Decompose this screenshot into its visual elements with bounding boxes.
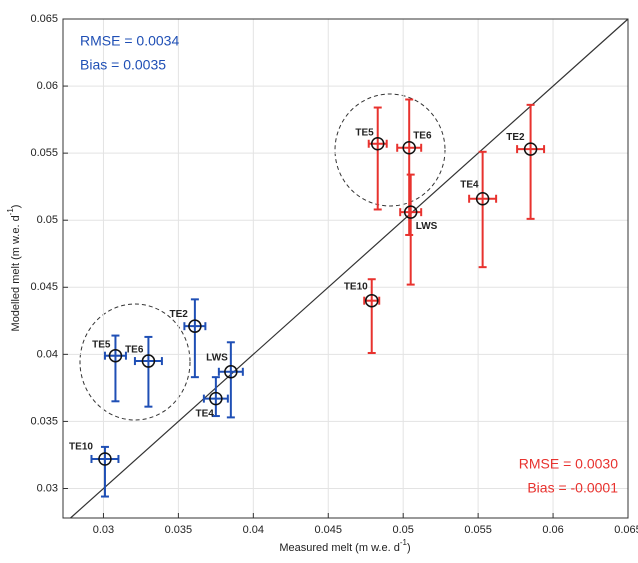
y-tick-label: 0.055 xyxy=(30,147,58,159)
point-label: TE4 xyxy=(196,408,215,419)
y-tick-label: 0.045 xyxy=(30,281,58,293)
y-tick-label: 0.035 xyxy=(30,415,58,427)
x-axis-label: Measured melt (m w.e. d-1) xyxy=(279,538,410,554)
point xyxy=(475,191,490,206)
x-tick-label: 0.04 xyxy=(243,524,264,536)
x-tick-label: 0.045 xyxy=(314,524,342,536)
point-label: LWS xyxy=(416,221,438,232)
point-label: TE5 xyxy=(92,339,111,350)
point-label: TE4 xyxy=(460,179,479,190)
point xyxy=(523,142,538,156)
point-label: LWS xyxy=(206,352,228,363)
stat-label: RMSE = 0.0030 xyxy=(519,456,618,472)
x-tick-label: 0.03 xyxy=(93,524,114,536)
x-label-end: ) xyxy=(407,542,411,554)
point xyxy=(108,348,123,363)
y-tick-label: 0.04 xyxy=(37,348,58,360)
point xyxy=(209,391,223,406)
point xyxy=(98,452,112,466)
y-label-sup: -1 xyxy=(6,208,15,216)
x-label-main: Measured melt (m w.e. d xyxy=(279,542,399,554)
point xyxy=(370,137,385,151)
stat-label: RMSE = 0.0034 xyxy=(80,33,179,49)
y-tick-label: 0.06 xyxy=(37,80,58,92)
point xyxy=(402,141,416,155)
point-label: TE10 xyxy=(344,281,368,292)
x-tick-label: 0.06 xyxy=(542,524,563,536)
x-tick-label: 0.055 xyxy=(464,524,492,536)
y-label-end: ) xyxy=(10,205,22,209)
point xyxy=(403,205,418,219)
x-tick-label: 0.065 xyxy=(614,524,638,536)
point xyxy=(188,319,202,333)
point-label: TE2 xyxy=(506,132,525,143)
y-tick-label: 0.05 xyxy=(37,214,58,226)
cluster-circle xyxy=(79,303,191,421)
point xyxy=(364,293,379,308)
plot-frame xyxy=(62,18,629,519)
stat-label: Bias = -0.0001 xyxy=(527,480,618,496)
cluster-circle xyxy=(334,93,446,207)
stat-label: Bias = 0.0035 xyxy=(80,57,166,73)
point-label: TE10 xyxy=(69,442,93,453)
point-label: TE2 xyxy=(170,309,189,320)
x-label-sup: -1 xyxy=(400,538,408,547)
x-tick-label: 0.05 xyxy=(392,524,413,536)
point xyxy=(224,365,238,379)
y-tick-label: 0.065 xyxy=(30,13,58,25)
x-tick-label: 0.035 xyxy=(165,524,193,536)
point xyxy=(141,354,156,368)
one-to-one-line xyxy=(70,18,629,519)
point-label: TE6 xyxy=(413,130,432,141)
y-label-main: Modelled melt (m w.e. d xyxy=(10,215,22,331)
y-tick-label: 0.03 xyxy=(37,482,58,494)
point-label: TE6 xyxy=(125,345,144,356)
y-axis-label: Modelled melt (m w.e. d-1) xyxy=(6,205,22,332)
point-label: TE5 xyxy=(355,127,374,138)
